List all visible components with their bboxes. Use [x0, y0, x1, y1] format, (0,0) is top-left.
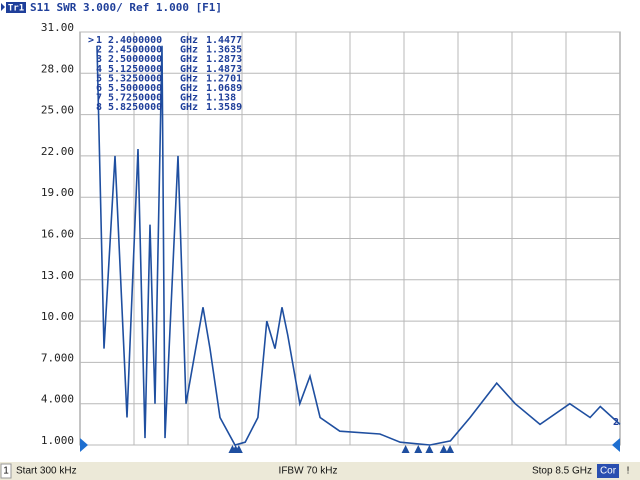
end-label: 2 — [613, 417, 619, 428]
y-tick-label: 16.00 — [41, 228, 74, 241]
marker-number: 2 — [96, 45, 102, 56]
marker-value: 1.138 — [206, 93, 236, 104]
marker-unit: GHz — [180, 64, 198, 75]
marker-value: 1.2873 — [206, 54, 242, 65]
marker-triangle — [234, 445, 243, 453]
header-bar — [0, 0, 640, 15]
marker-frequency: 5.1250000 — [108, 64, 162, 75]
marker-value: 1.4477 — [206, 35, 242, 46]
marker-number: 7 — [96, 93, 102, 104]
marker-frequency: 2.4500000 — [108, 45, 162, 56]
marker-triangle — [446, 445, 455, 453]
marker-triangle — [425, 445, 434, 453]
marker-number: 4 — [96, 64, 102, 75]
channel-box[interactable] — [0, 463, 12, 479]
marker-frequency: 5.7250000 — [108, 93, 162, 104]
start-freq: Start 300 kHz — [16, 466, 77, 477]
cor-box[interactable] — [597, 464, 619, 478]
marker-value: 1.2701 — [206, 73, 242, 84]
trace-title: S11 SWR 3.000/ Ref 1.000 [F1] — [30, 1, 222, 14]
marker-number: 6 — [96, 83, 102, 94]
swr-trace — [96, 45, 621, 446]
marker-triangle — [414, 445, 423, 453]
marker-number: 8 — [96, 102, 102, 113]
y-tick-label: 10.00 — [41, 310, 74, 323]
marker-frequency: 5.8250000 — [108, 102, 162, 113]
y-tick-label: 25.00 — [41, 104, 74, 117]
ref-arrow-left — [80, 438, 88, 452]
marker-frequency: 2.4000000 — [108, 35, 162, 46]
y-tick-label: 28.00 — [41, 62, 74, 75]
trace-label[interactable]: Tr1 — [8, 4, 24, 14]
y-tick-label: 22.00 — [41, 145, 74, 158]
marker-unit: GHz — [180, 93, 198, 104]
marker-unit: GHz — [180, 83, 198, 94]
active-marker-arrow: > — [88, 35, 94, 46]
active-arrow — [1, 3, 5, 11]
footer-bar — [0, 462, 640, 480]
correction[interactable]: Cor — [600, 466, 617, 477]
marker-number: 1 — [96, 35, 102, 46]
marker-triangle — [401, 445, 410, 453]
y-tick-label: 7.000 — [41, 351, 74, 364]
marker-frequency: 5.5000000 — [108, 83, 162, 94]
y-tick-label: 4.000 — [41, 393, 74, 406]
warning: ! — [627, 466, 630, 477]
y-tick-label: 13.00 — [41, 269, 74, 282]
marker-unit: GHz — [180, 45, 198, 56]
marker-unit: GHz — [180, 102, 198, 113]
marker-unit: GHz — [180, 73, 198, 84]
ifbw: IFBW 70 kHz — [279, 466, 338, 477]
channel[interactable]: 1 — [3, 466, 9, 477]
y-tick-label: 31.00 — [41, 21, 74, 34]
marker-unit: GHz — [180, 35, 198, 46]
marker-number: 5 — [96, 73, 102, 84]
marker-value: 1.3589 — [206, 102, 242, 113]
y-tick-label: 1.000 — [41, 434, 74, 447]
stop-freq: Stop 8.5 GHz — [532, 466, 592, 477]
trace-box[interactable] — [6, 2, 26, 13]
ref-arrow-right — [612, 438, 620, 452]
y-tick-label: 19.00 — [41, 186, 74, 199]
marker-number: 3 — [96, 54, 102, 65]
marker-unit: GHz — [180, 54, 198, 65]
marker-triangle — [439, 445, 448, 453]
marker-value: 1.3635 — [206, 45, 242, 56]
marker-frequency: 5.3250000 — [108, 73, 162, 84]
marker-value: 1.0689 — [206, 83, 242, 94]
marker-frequency: 2.5000000 — [108, 54, 162, 65]
marker-value: 1.4873 — [206, 64, 242, 75]
